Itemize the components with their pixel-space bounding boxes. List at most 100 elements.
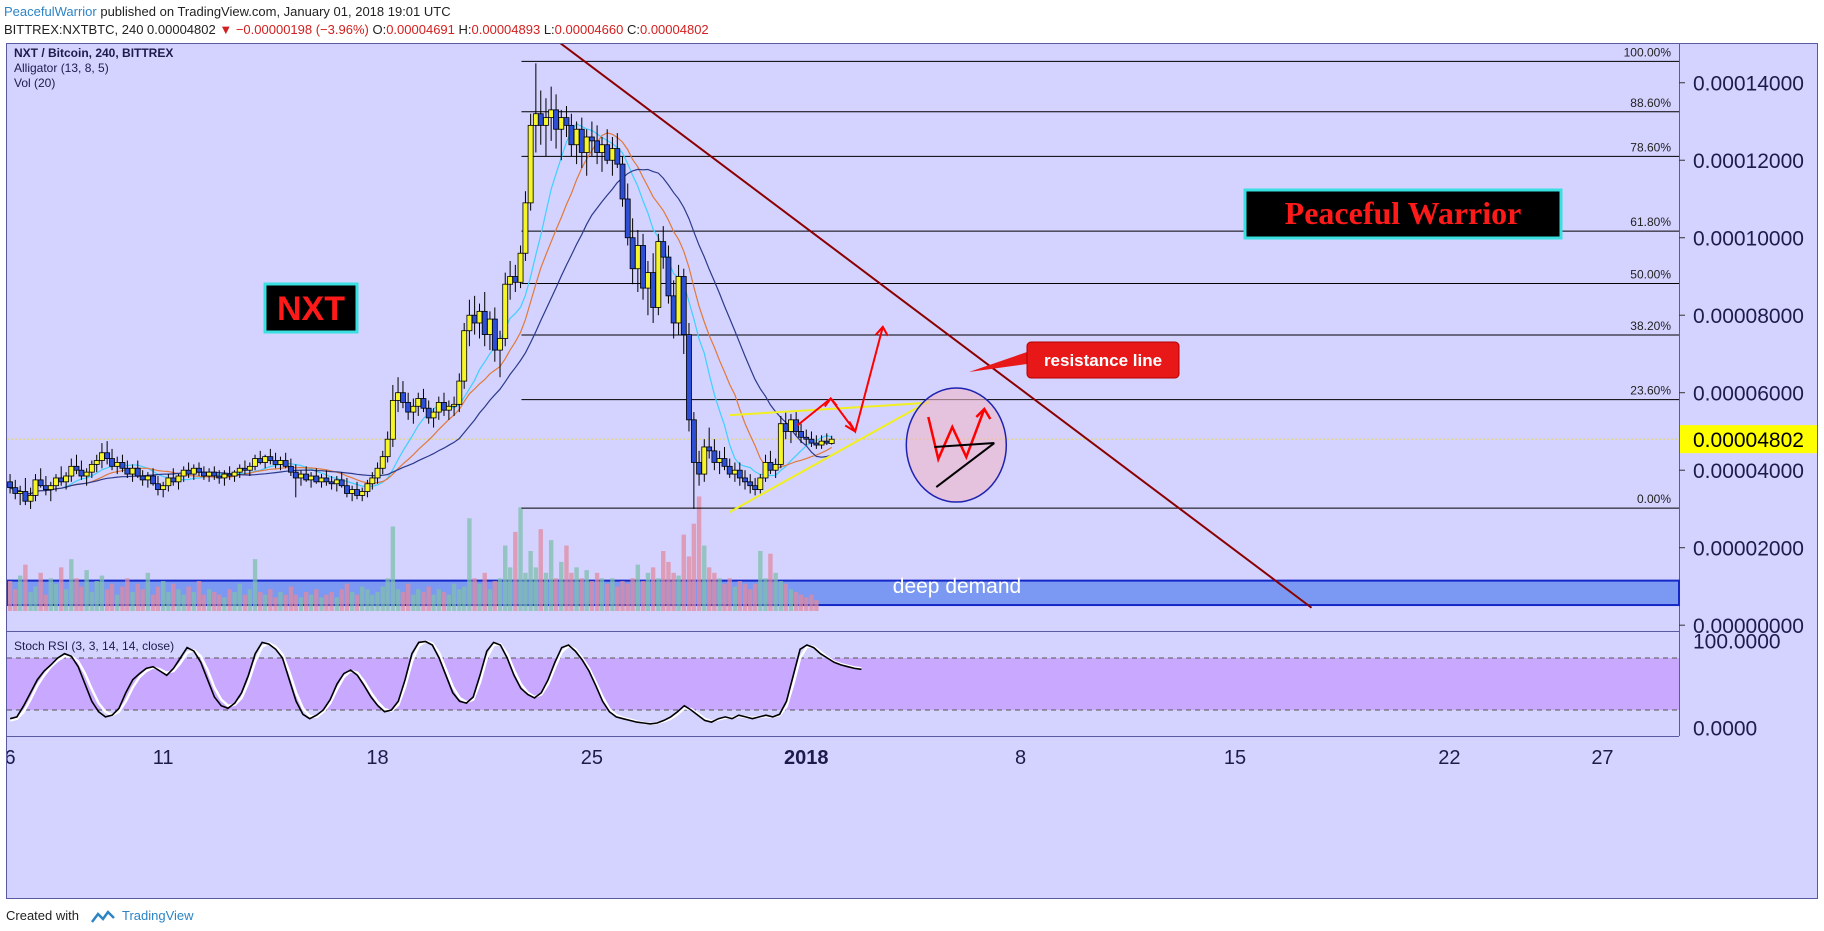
price-tick-label: 0.00012000 [1693,150,1804,173]
candle-body [134,467,141,477]
volume-bar [666,561,671,611]
candle-body [185,469,192,475]
volume-bar [457,589,462,611]
brand-badge-text: Peaceful Warrior [1285,195,1522,231]
volume-bar [656,578,661,611]
volume-bar [426,586,431,611]
candle-body [32,479,39,496]
candle-body [803,436,810,440]
volume-bar [370,594,375,611]
candle-body [201,471,207,477]
author-link[interactable]: PeacefulWarrior [4,4,97,19]
volume-bar [150,594,156,611]
candle-body [435,401,442,413]
volume-bar [748,589,753,611]
volume-bar [650,567,656,611]
header: PeacefulWarrior published on TradingView… [0,0,1824,42]
volume-bar [696,496,702,611]
candle-body [359,491,366,496]
fib-level-label: 88.60% [1630,96,1671,110]
candle-body [471,314,478,324]
candle-body [517,252,524,283]
candle-body [660,241,667,258]
volume-bar [278,591,283,611]
candle-body [165,477,172,487]
candle-body [155,483,161,490]
candle-body [109,458,115,467]
volume-bar [28,591,33,611]
candle-body [400,392,406,403]
price-tick-label: 0.00010000 [1693,228,1804,251]
candle-body [190,467,197,475]
demand-zone-label: deep demand [893,575,1021,598]
candle-body [221,473,228,479]
volume-bar [610,578,615,611]
demand-zone [7,579,1680,607]
candle-body [507,276,514,285]
candle-body [451,403,457,407]
candle-body [726,465,733,475]
candle-body [47,485,54,490]
volume-bar [467,518,472,611]
candle-body [762,462,769,479]
fib-level-label: 23.60% [1630,384,1671,398]
candle-body [338,479,345,487]
stoch-tick-label: 100.0000 [1693,631,1781,654]
candle-body [456,380,463,405]
candle-body [344,485,350,494]
candle-body [22,491,29,502]
last-price-label: 0.00004802 [1693,429,1804,452]
volume-bar [615,586,620,611]
candle-body [675,276,682,324]
volume-bar [400,591,406,611]
candle-body [354,489,360,496]
stoch-k-line [9,640,862,725]
candle-body [732,469,738,475]
candle-body [599,144,605,153]
volume-bar [375,591,380,611]
resistance-line [559,44,1313,609]
candle-body [405,401,412,413]
volume-bar [686,556,692,611]
volume-bar [298,597,304,611]
candle-body [548,109,555,119]
candle-body [686,334,692,421]
candle-body [645,272,651,289]
volume-bar [661,551,666,611]
volume-bar [94,581,99,611]
volume-bar [717,578,722,611]
candle-body [83,471,90,477]
volume-bar [798,594,804,611]
last-price: 0.00004802 [147,22,216,37]
volume-bar [293,594,298,611]
candle-body [430,411,437,419]
volume-bar [360,586,365,611]
alligator-line [9,168,832,495]
candle-body [236,467,243,473]
candle-body [594,140,600,153]
candle-body [349,489,356,494]
volume-bar [702,545,707,611]
tradingview-link[interactable]: TradingView [122,908,194,923]
created-with-text: Created with [6,908,79,923]
chart-area[interactable]: 100.00% 88.60% 78.60% 61.80% 50.00% 38.20% 23.… [6,43,1818,899]
volume-bar [487,589,493,611]
candle-body [512,276,519,283]
volume-bar [773,572,778,611]
footer: Created with TradingView [0,900,1824,931]
volume-bar [125,578,130,611]
fib-level-label: 0.00% [1637,492,1671,506]
chart-canvas[interactable]: 100.00% 88.60% 78.60% 61.80% 50.00% 38.20% 23.… [7,44,1818,899]
candle-body [588,136,595,142]
candle-body [777,423,784,465]
price-tick-label: 0.00002000 [1693,538,1804,561]
volume-bar [288,586,294,611]
candle-body [476,310,483,324]
price-tick-label: 0.00006000 [1693,383,1804,406]
fib-level-label: 50.00% [1630,267,1671,281]
candle-body [226,473,233,477]
volume-bar [217,594,222,611]
candle-body [139,475,146,481]
time-tick-label: 15 [1224,747,1246,769]
volume-bar [319,597,324,611]
